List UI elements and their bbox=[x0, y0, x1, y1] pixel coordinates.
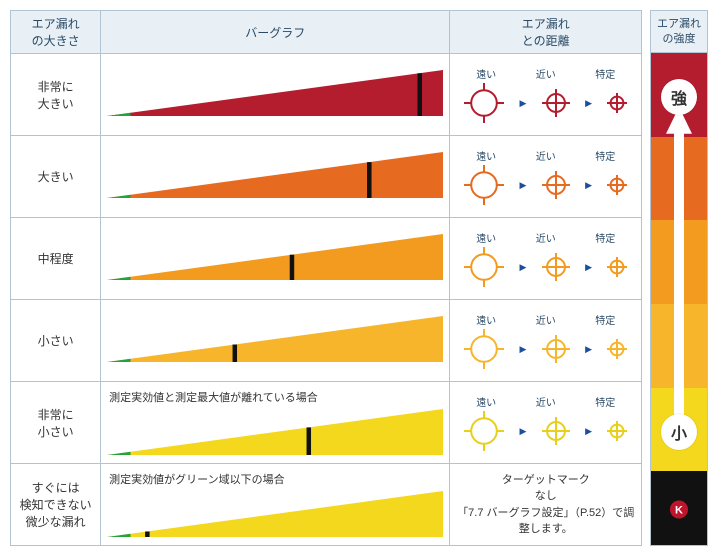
distance-labels: 遠い 近い 特定 bbox=[456, 148, 635, 163]
distance-icons: ▶ ▶ bbox=[456, 411, 635, 451]
header-bar: バーグラフ bbox=[101, 11, 450, 54]
chevron-right-icon: ▶ bbox=[519, 262, 526, 273]
table-row: 非常に小さい 測定実効値と測定最大値が離れている場合 遠い 近い 特定 ▶ bbox=[11, 382, 642, 464]
bargraph-cell: 測定実効値がグリーン域以下の場合 bbox=[101, 464, 450, 546]
table-row: 大きい 遠い 近い 特定 ▶ ▶ bbox=[11, 136, 642, 218]
target-icon-far bbox=[464, 329, 504, 369]
size-label: すぐには検知できない微少な漏れ bbox=[11, 464, 101, 546]
distance-labels: 遠い 近い 特定 bbox=[456, 230, 635, 245]
bargraph-wedge bbox=[107, 409, 443, 455]
table-body: 非常に大きい 遠い 近い 特定 ▶ ▶ bbox=[11, 54, 642, 546]
chevron-right-icon: ▶ bbox=[585, 426, 592, 437]
distance-cell: 遠い 近い 特定 ▶ ▶ bbox=[450, 218, 642, 300]
distance-icons: ▶ ▶ bbox=[456, 83, 635, 123]
chevron-right-icon: ▶ bbox=[519, 344, 526, 355]
bargraph-cell bbox=[101, 54, 450, 136]
distance-cell: 遠い 近い 特定 ▶ ▶ bbox=[450, 136, 642, 218]
target-icon-far bbox=[464, 411, 504, 451]
bargraph-cell: 測定実効値と測定最大値が離れている場合 bbox=[101, 382, 450, 464]
target-icon-spot bbox=[607, 175, 627, 195]
table-row: 非常に大きい 遠い 近い 特定 ▶ ▶ bbox=[11, 54, 642, 136]
table-row: 中程度 遠い 近い 特定 ▶ ▶ bbox=[11, 218, 642, 300]
chevron-right-icon: ▶ bbox=[585, 262, 592, 273]
distance-icons: ▶ ▶ bbox=[456, 165, 635, 205]
leak-table: エア漏れの大きさ バーグラフ エア漏れとの距離 非常に大きい 遠い 近い 特定 … bbox=[10, 10, 642, 546]
dist-label-near: 近い bbox=[536, 66, 556, 81]
target-icon-near bbox=[542, 335, 570, 363]
distance-icons: ▶ ▶ bbox=[456, 247, 635, 287]
chevron-right-icon: ▶ bbox=[585, 98, 592, 109]
distance-icons: ▶ ▶ bbox=[456, 329, 635, 369]
target-icon-near bbox=[542, 253, 570, 281]
bargraph-wedge bbox=[107, 316, 443, 362]
header-row: エア漏れの大きさ バーグラフ エア漏れとの距離 bbox=[11, 11, 642, 54]
distance-cell: 遠い 近い 特定 ▶ ▶ bbox=[450, 54, 642, 136]
dist-label-far: 遠い bbox=[476, 148, 496, 163]
dist-label-near: 近い bbox=[536, 312, 556, 327]
dist-label-far: 遠い bbox=[476, 312, 496, 327]
bar-note: 測定実効値と測定最大値が離れている場合 bbox=[107, 387, 443, 409]
table-row: 小さい 遠い 近い 特定 ▶ ▶ bbox=[11, 300, 642, 382]
intensity-body: 強小 K bbox=[651, 53, 707, 545]
dist-label-far: 遠い bbox=[476, 230, 496, 245]
bargraph-cell bbox=[101, 218, 450, 300]
intensity-column: エア漏れの強度 強小 K bbox=[650, 10, 708, 546]
intensity-weak-badge: 小 bbox=[661, 414, 697, 450]
dist-label-spot: 特定 bbox=[595, 148, 615, 163]
size-label: 非常に小さい bbox=[11, 382, 101, 464]
bargraph-cell bbox=[101, 300, 450, 382]
chevron-right-icon: ▶ bbox=[585, 180, 592, 191]
distance-cell: 遠い 近い 特定 ▶ ▶ bbox=[450, 382, 642, 464]
chevron-right-icon: ▶ bbox=[585, 344, 592, 355]
table-row-last: すぐには検知できない微少な漏れ 測定実効値がグリーン域以下の場合 ターゲットマー… bbox=[11, 464, 642, 546]
dist-label-far: 遠い bbox=[476, 66, 496, 81]
distance-labels: 遠い 近い 特定 bbox=[456, 394, 635, 409]
dist-label-spot: 特定 bbox=[595, 66, 615, 81]
dist-label-far: 遠い bbox=[476, 394, 496, 409]
svg-text:K: K bbox=[675, 504, 683, 516]
arrow-up-icon bbox=[666, 107, 692, 442]
k-badge-icon: K bbox=[669, 499, 689, 522]
target-icon-far bbox=[464, 83, 504, 123]
target-icon-near bbox=[542, 417, 570, 445]
size-label: 小さい bbox=[11, 300, 101, 382]
bargraph-cell bbox=[101, 136, 450, 218]
size-label: 大きい bbox=[11, 136, 101, 218]
bargraph-wedge bbox=[107, 152, 443, 198]
target-icon-spot bbox=[607, 421, 627, 441]
bargraph-wedge bbox=[107, 491, 443, 537]
header-size: エア漏れの大きさ bbox=[11, 11, 101, 54]
dist-label-spot: 特定 bbox=[595, 394, 615, 409]
layout-wrap: エア漏れの大きさ バーグラフ エア漏れとの距離 非常に大きい 遠い 近い 特定 … bbox=[10, 10, 708, 546]
chevron-right-icon: ▶ bbox=[519, 98, 526, 109]
bargraph-wedge bbox=[107, 70, 443, 116]
bargraph-wedge bbox=[107, 234, 443, 280]
distance-labels: 遠い 近い 特定 bbox=[456, 66, 635, 81]
dist-label-near: 近い bbox=[536, 148, 556, 163]
dist-label-spot: 特定 bbox=[595, 230, 615, 245]
target-icon-near bbox=[542, 171, 570, 199]
chevron-right-icon: ▶ bbox=[519, 426, 526, 437]
target-icon-far bbox=[464, 247, 504, 287]
target-icon-far bbox=[464, 165, 504, 205]
intensity-strong-badge: 強 bbox=[661, 79, 697, 115]
intensity-header: エア漏れの強度 bbox=[651, 11, 707, 53]
dist-label-near: 近い bbox=[536, 394, 556, 409]
distance-labels: 遠い 近い 特定 bbox=[456, 312, 635, 327]
distance-cell: 遠い 近い 特定 ▶ ▶ bbox=[450, 300, 642, 382]
target-icon-spot bbox=[607, 93, 627, 113]
chevron-right-icon: ▶ bbox=[519, 180, 526, 191]
target-icon-near bbox=[542, 89, 570, 117]
distance-cell: ターゲットマークなし「7.7 バーグラフ設定」（P.52）で調整します。 bbox=[450, 464, 642, 546]
target-icon-spot bbox=[607, 339, 627, 359]
dist-label-near: 近い bbox=[536, 230, 556, 245]
header-distance: エア漏れとの距離 bbox=[450, 11, 642, 54]
dist-label-spot: 特定 bbox=[595, 312, 615, 327]
target-icon-spot bbox=[607, 257, 627, 277]
bar-note: 測定実効値がグリーン域以下の場合 bbox=[107, 469, 443, 491]
distance-footer-text: ターゲットマークなし「7.7 バーグラフ設定」（P.52）で調整します。 bbox=[456, 472, 635, 538]
size-label: 非常に大きい bbox=[11, 54, 101, 136]
size-label: 中程度 bbox=[11, 218, 101, 300]
